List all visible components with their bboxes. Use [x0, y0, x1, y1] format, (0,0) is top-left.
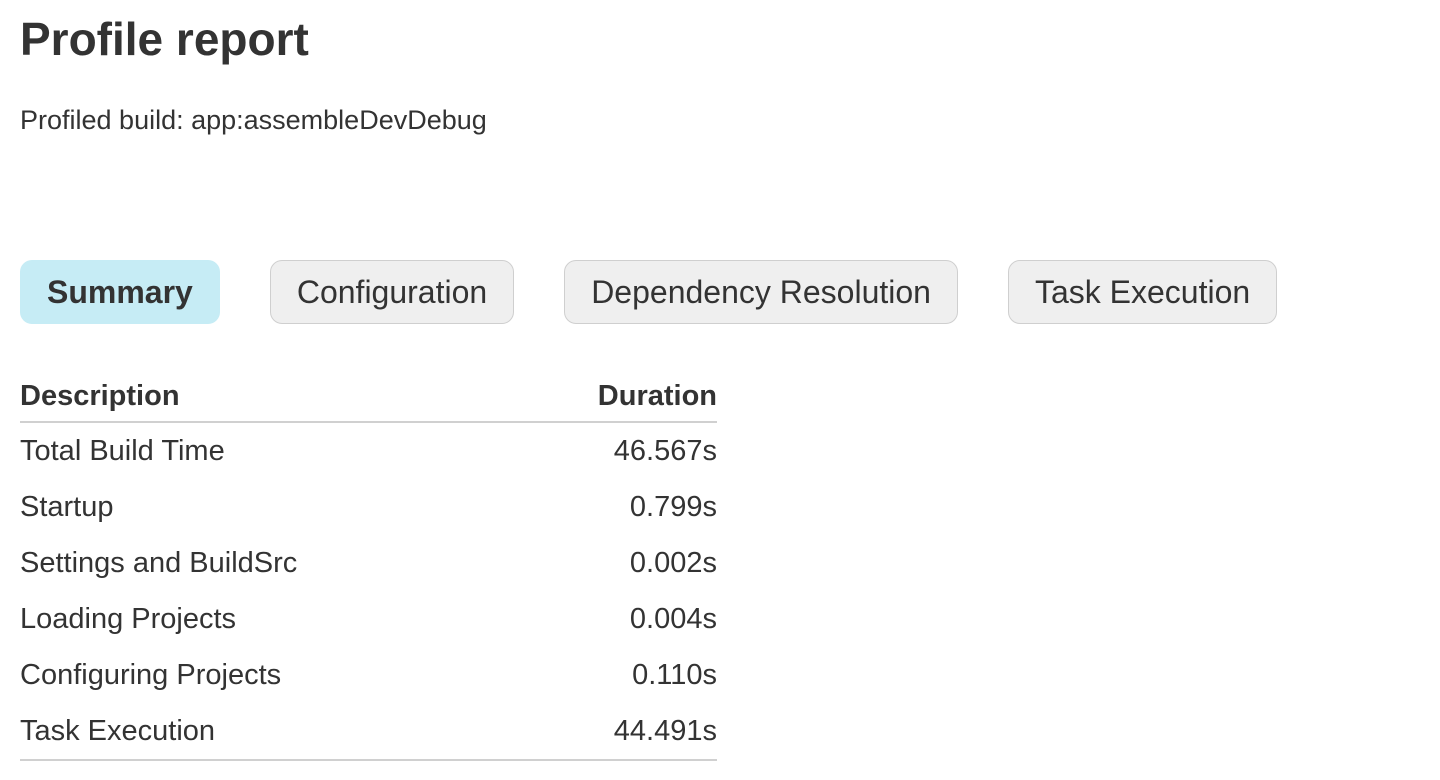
row-description: Task Execution: [20, 714, 216, 747]
summary-table: Description Duration Total Build Time 46…: [20, 379, 717, 761]
row-duration: 0.110s: [632, 658, 717, 691]
page-title: Profile report: [20, 13, 309, 65]
row-duration: 46.567s: [613, 434, 717, 467]
row-description: Configuring Projects: [20, 658, 282, 691]
row-description: Total Build Time: [20, 434, 225, 467]
table-row: Startup 0.799s: [20, 479, 717, 535]
table-row: Settings and BuildSrc 0.002s: [20, 535, 717, 591]
table-row: Configuring Projects 0.110s: [20, 647, 717, 703]
table-row: Task Execution 44.491s: [20, 703, 717, 760]
row-duration: 44.491s: [613, 714, 717, 747]
column-header-duration: Duration: [507, 379, 717, 423]
profiled-build-subtitle: Profiled build: app:assembleDevDebug: [20, 104, 487, 135]
row-duration: 0.799s: [629, 490, 717, 523]
tab-configuration[interactable]: Configuration: [269, 259, 515, 324]
tab-bar: Summary Configuration Dependency Resolut…: [20, 259, 1420, 324]
row-description: Settings and BuildSrc: [20, 546, 298, 579]
table-row: Loading Projects 0.004s: [20, 591, 717, 647]
row-description: Loading Projects: [20, 602, 237, 635]
tab-dependency-resolution[interactable]: Dependency Resolution: [564, 259, 958, 324]
tab-task-execution[interactable]: Task Execution: [1007, 259, 1278, 324]
summary-table-header-row: Description Duration: [20, 379, 717, 423]
row-description: Startup: [20, 490, 114, 523]
row-duration: 0.002s: [629, 546, 717, 579]
tab-summary[interactable]: Summary: [20, 259, 220, 324]
column-header-description: Description: [20, 379, 508, 423]
table-row: Total Build Time 46.567s: [20, 422, 717, 479]
row-duration: 0.004s: [629, 602, 717, 635]
